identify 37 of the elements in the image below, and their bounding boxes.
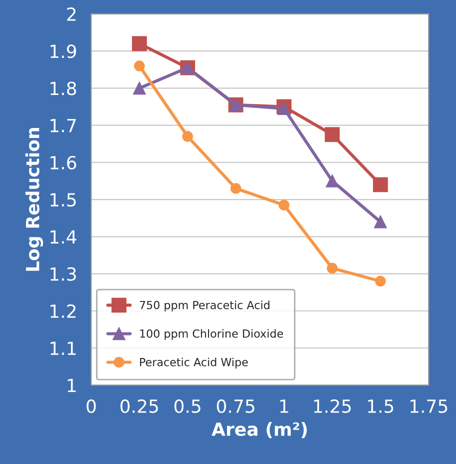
y-tick-label: 1.4	[50, 230, 76, 244]
x-axis-title: Area (m²)	[212, 422, 307, 438]
y-tick-label: 1.6	[50, 156, 76, 170]
point	[278, 200, 290, 210]
y-tick-label: 1.3	[50, 267, 76, 281]
point	[326, 262, 338, 274]
point	[132, 36, 147, 52]
x-tick-label: 0	[86, 399, 96, 413]
x-tick-label: 0.75	[216, 399, 254, 413]
y-tick-label: 1.7	[50, 118, 76, 132]
y-tick-label: 1	[68, 378, 76, 392]
point	[182, 131, 193, 142]
x-tick-label: 1.5	[368, 400, 394, 413]
x-tick-label: 0.25	[120, 399, 158, 413]
point	[374, 215, 387, 228]
legend-label: 750 ppm Peracetic Acid	[140, 300, 270, 312]
y-tick-label: 1.9	[50, 44, 76, 58]
y-tick-label: 2	[67, 7, 76, 21]
point	[230, 183, 242, 194]
y-tick-label: 1.8	[50, 82, 76, 96]
y-tick-label: 1.1	[50, 342, 76, 355]
point	[372, 177, 388, 192]
y-tick-label: 1.2	[50, 304, 76, 318]
point	[132, 82, 146, 95]
x-tick-label: 1.75	[410, 400, 448, 413]
point	[134, 60, 145, 72]
legend-label: Peracetic Acid Wipe	[140, 358, 248, 368]
point	[324, 127, 340, 142]
point	[375, 276, 386, 287]
x-tick-label: 0.5	[174, 399, 200, 413]
legend-label: 100 ppm Chlorine Dioxide	[140, 329, 283, 340]
x-tick-label: 1	[280, 400, 288, 413]
point	[326, 174, 339, 188]
x-tick-label: 1.25	[314, 399, 351, 413]
y-tick-label: 1.5	[50, 193, 76, 207]
point	[278, 102, 290, 115]
y-axis-title: Log Reduction	[25, 128, 44, 271]
